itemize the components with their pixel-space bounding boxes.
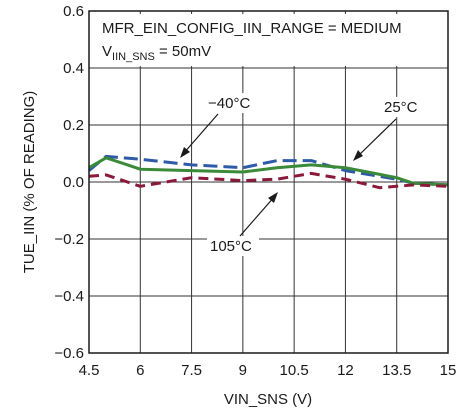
arrow-minus40 <box>182 113 219 155</box>
sense-annotation: VIIN_SNS = 50mV <box>102 43 211 63</box>
y-tick-labels: −0.6 −0.4 −0.2 0.0 0.2 0.4 0.6 <box>54 3 84 362</box>
x-tick-label: 4.5 <box>79 362 100 379</box>
y-tick-label: 0.0 <box>63 174 84 191</box>
config-annotation: MFR_EIN_CONFIG_IIN_RANGE = MEDIUM <box>102 20 402 37</box>
label-bg-minus40 <box>206 93 256 113</box>
series-line-2 <box>88 171 449 190</box>
arrow-25 <box>356 118 397 158</box>
label-minus40: −40°C <box>208 95 250 112</box>
x-tick-label: 9 <box>239 362 247 379</box>
arrow-105 <box>239 195 276 237</box>
plot-frame <box>88 10 449 354</box>
x-axis-title: VIN_SNS (V) <box>224 391 312 408</box>
sense-subscript: IIN_SNS <box>112 51 155 63</box>
sense-value: = 50mV <box>155 43 211 60</box>
y-tick-label: −0.4 <box>54 288 84 305</box>
grid <box>89 11 448 353</box>
label-25: 25°C <box>384 99 418 116</box>
y-tick-label: 0.6 <box>63 3 84 20</box>
y-axis-title: TUE_IIN (% OF READING) <box>21 91 38 274</box>
y-tick-label: −0.6 <box>54 345 84 362</box>
series-line-1 <box>88 156 449 187</box>
label-bg-25 <box>380 97 432 117</box>
sense-prefix: V <box>102 43 112 60</box>
label-105: 105°C <box>210 238 252 255</box>
x-tick-label: 12 <box>337 362 354 379</box>
annotation-box <box>92 14 426 66</box>
x-tick-label: 6 <box>136 362 144 379</box>
arrowhead-minus40 <box>180 147 190 158</box>
x-tick-label: 15 <box>440 362 457 379</box>
series-group <box>88 154 449 190</box>
label-bg-105 <box>207 236 259 256</box>
x-tick-label: 13.5 <box>382 362 411 379</box>
x-tick-label: 10.5 <box>280 362 309 379</box>
arrowhead-105 <box>268 192 278 203</box>
y-tick-label: 0.2 <box>63 117 84 134</box>
y-tick-label: 0.4 <box>63 60 84 77</box>
x-tick-labels: 4.5 6 7.5 9 10.5 12 13.5 15 <box>79 362 457 379</box>
x-tick-label: 7.5 <box>181 362 202 379</box>
y-tick-label: −0.2 <box>54 231 84 248</box>
arrowhead-25 <box>353 150 363 161</box>
